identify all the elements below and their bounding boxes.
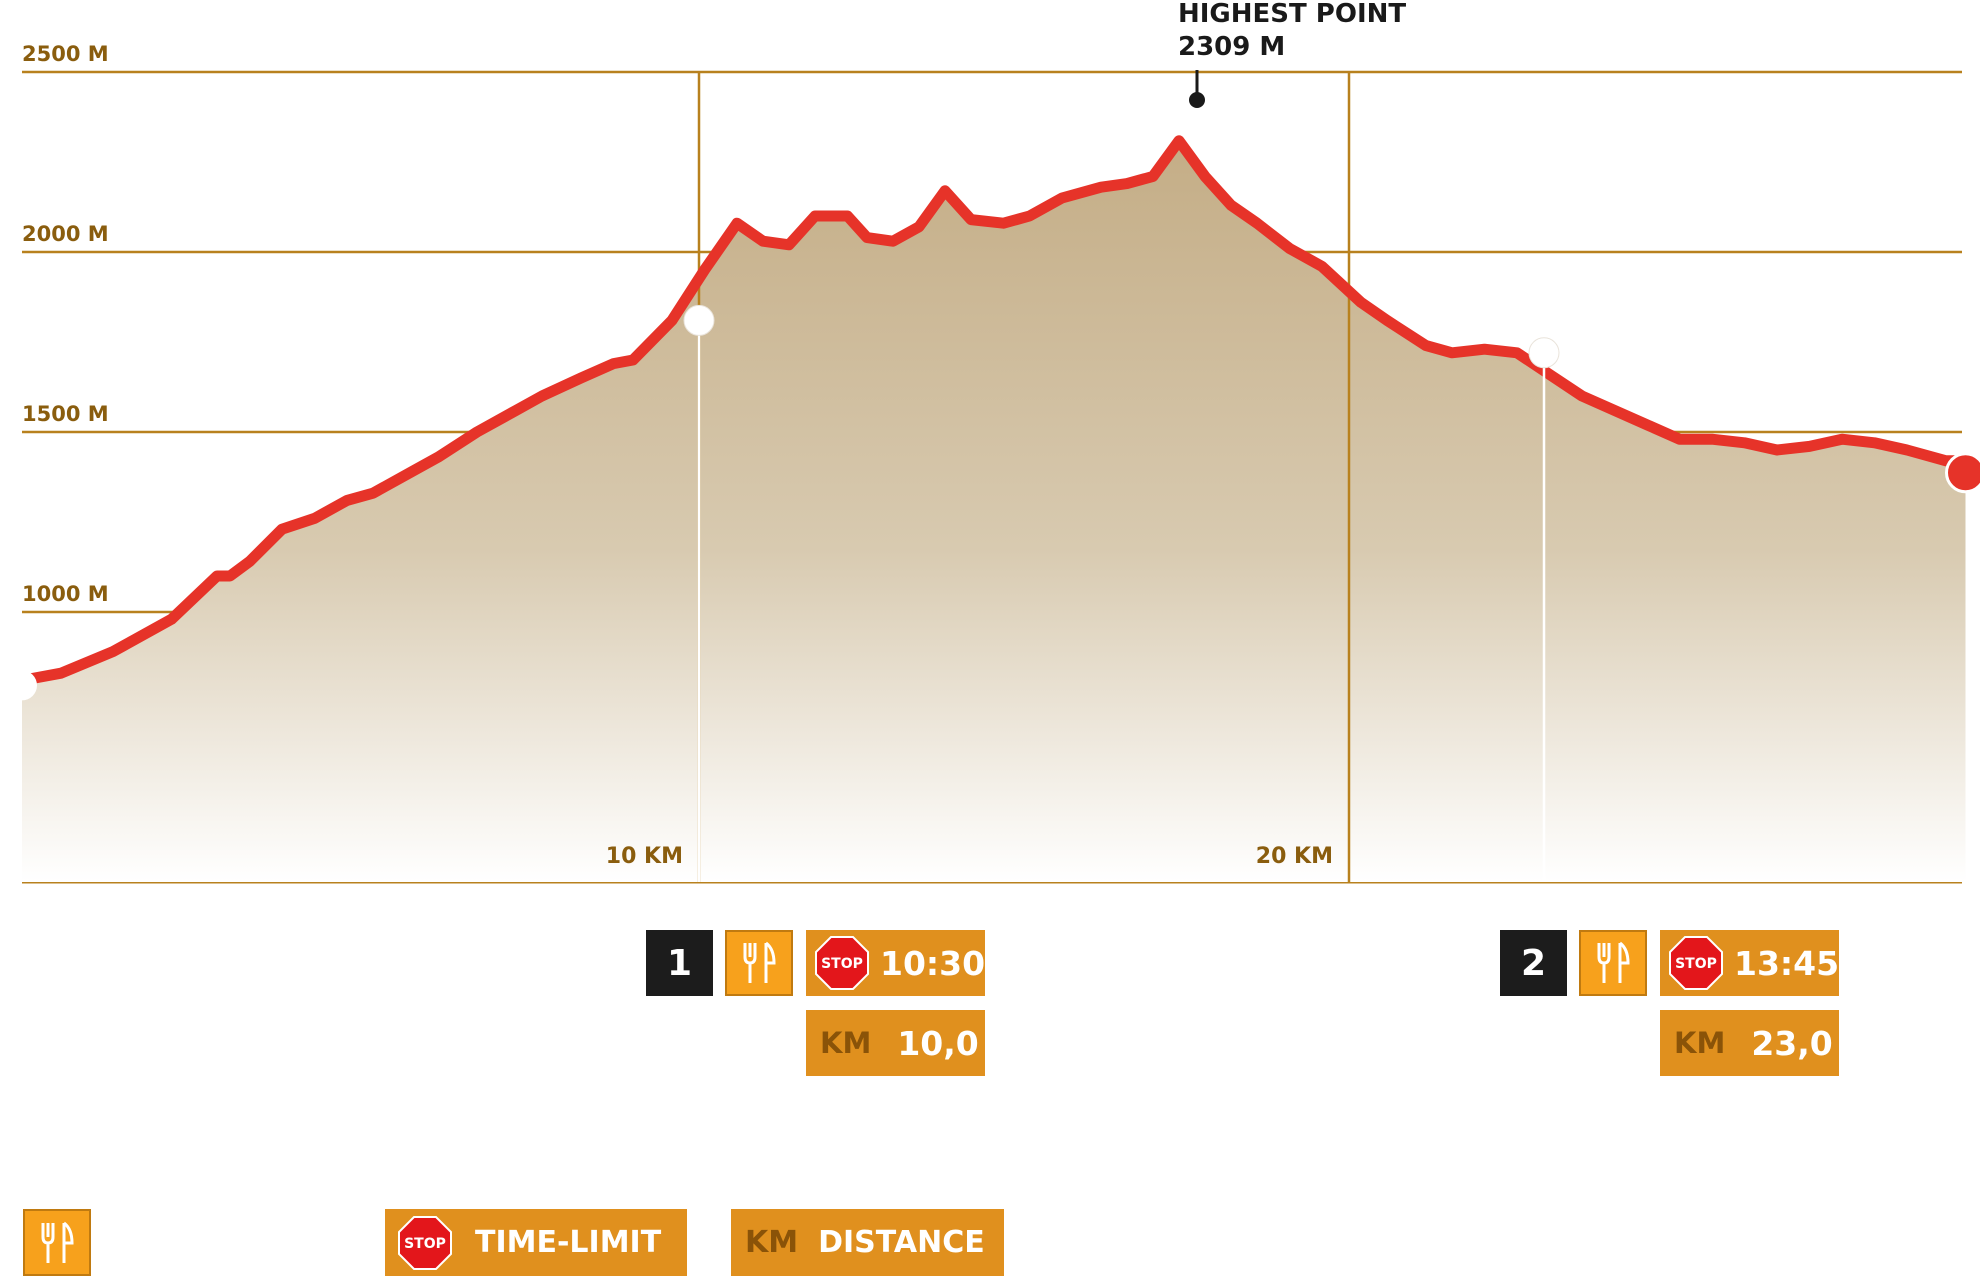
y-tick-label: 2500 M — [22, 42, 109, 66]
legend-time-limit-label: TIME-LIMIT — [475, 1225, 661, 1260]
checkpoint-2-marker — [1529, 338, 1559, 368]
checkpoint-1-time: 10:30 — [880, 944, 985, 983]
legend-distance-label: DISTANCE — [818, 1225, 985, 1260]
legend-time-limit: STOP TIME-LIMIT — [385, 1209, 687, 1276]
y-tick-label: 1500 M — [22, 402, 109, 426]
checkpoint-1-distance: KM 10,0 — [806, 1010, 985, 1076]
km-tag: KM — [820, 1026, 871, 1060]
stop-sign-icon: STOP — [1668, 935, 1724, 991]
x-tick-label: 20 KM — [1256, 844, 1333, 869]
highest-point-dot — [1189, 92, 1205, 108]
x-tick-label: 10 KM — [606, 844, 683, 869]
km-tag: KM — [1674, 1026, 1725, 1060]
checkpoint-1-time-limit: STOP 10:30 — [806, 930, 985, 996]
checkpoint-1-km-value: 10,0 — [897, 1024, 978, 1063]
stop-sign-icon: STOP — [397, 1215, 453, 1271]
checkpoint-2-distance: KM 23,0 — [1660, 1010, 1839, 1076]
legend-distance: KM DISTANCE — [731, 1209, 1004, 1276]
checkpoint-2-food-box — [1579, 930, 1647, 996]
checkpoint-1-number: 1 — [646, 930, 713, 996]
highest-point-label: HIGHEST POINT — [1178, 0, 1406, 29]
finish-marker — [1947, 454, 1980, 492]
y-tick-label: 1000 M — [22, 582, 109, 606]
highest-point-value: 2309 M — [1178, 32, 1285, 62]
checkpoint-2-number: 2 — [1500, 930, 1567, 996]
legend-food-box — [23, 1209, 91, 1276]
checkpoint-1-food-box — [725, 930, 793, 996]
highest-point-annotation: HIGHEST POINT 2309 M — [1178, 0, 1406, 108]
checkpoint-2-time: 13:45 — [1734, 944, 1839, 983]
fork-knife-icon — [742, 941, 776, 985]
svg-text:STOP: STOP — [1675, 956, 1717, 972]
svg-text:STOP: STOP — [821, 956, 863, 972]
stop-sign-icon: STOP — [814, 935, 870, 991]
checkpoint-2-time-limit: STOP 13:45 — [1660, 930, 1839, 996]
y-tick-label: 2000 M — [22, 222, 109, 246]
svg-text:STOP: STOP — [404, 1236, 446, 1252]
fork-knife-icon — [40, 1221, 74, 1265]
start-marker — [7, 670, 37, 700]
checkpoint-1-marker — [684, 305, 714, 335]
fork-knife-icon — [1596, 941, 1630, 985]
checkpoint-2-km-value: 23,0 — [1751, 1024, 1832, 1063]
km-tag: KM — [745, 1225, 798, 1260]
